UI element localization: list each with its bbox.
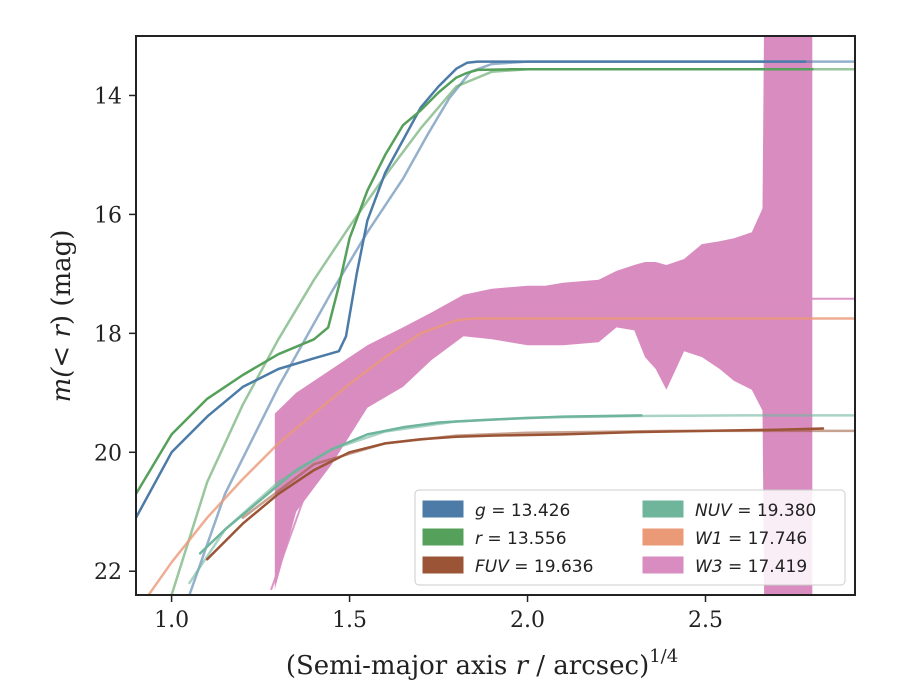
legend-swatch-r [422,528,464,546]
r-obs-line [136,68,814,496]
x-axis-label: (Semi-major axis r / arcsec)1/4 [286,646,678,681]
x-tick-label: 1.5 [332,608,367,633]
plot-frame [135,35,856,596]
legend-swatch-w1 [642,528,684,546]
legend: g = 13.426 r = 13.556 FUV = 19.636 NUV = 19… [414,489,846,586]
legend-label-g: g = 13.426 [475,501,570,521]
legend-label-nuv: NUV = 19.380 [695,501,816,521]
y-tick-label: 22 [94,560,122,585]
x-tick-label: 2.5 [688,608,723,633]
w3-model-line [270,297,855,591]
legend-swatch-fuv [422,556,464,574]
legend-label-w3: W3 = 17.419 [695,557,807,577]
legend-swatch-w3 [642,556,684,574]
y-axis-label: m(< r) (mag) [47,230,77,403]
series-layer [136,36,855,595]
y-tick-label: 16 [94,203,122,228]
nuv-obs-line [198,414,643,555]
x-tick-label: 2.0 [510,608,545,633]
y-tick-label: 20 [94,441,122,466]
legend-label-r: r = 13.556 [475,529,567,549]
y-tick-label: 14 [94,84,122,109]
legend-swatch-g [422,500,464,518]
legend-swatch-nuv [642,500,684,518]
fuv-obs-line [205,427,825,561]
x-tick-label: 1.0 [154,608,189,633]
y-tick-label: 18 [94,322,122,347]
g-obs-line [136,60,807,519]
legend-label-fuv: FUV = 19.636 [475,557,593,577]
legend-label-w1: W1 = 17.746 [695,529,807,549]
legend-box [414,489,846,586]
w1-model-line [147,317,855,595]
y-axis: 14 16 18 20 22 [94,84,136,585]
w3-band [274,36,813,595]
x-axis: 1.0 1.5 2.0 2.5 [154,595,723,633]
